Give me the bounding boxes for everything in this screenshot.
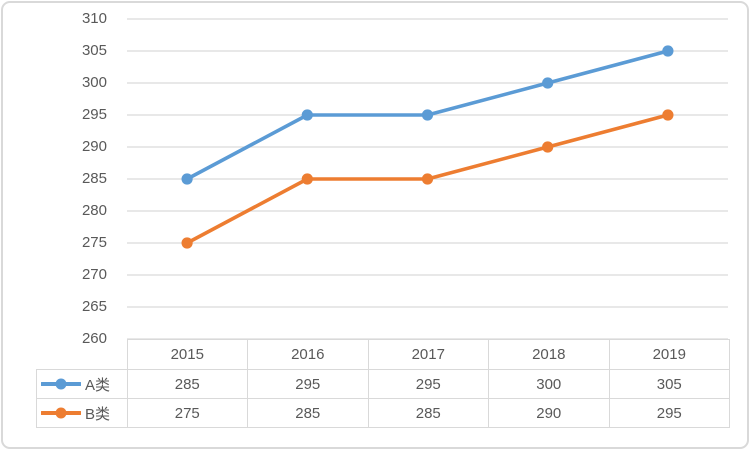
- legend-item-a: A类: [36, 369, 128, 399]
- data-table: 2015 2016 2017 2018 2019 A类 285 295 295 300 305 B类 2…: [36, 339, 730, 428]
- y-axis-tick-label: 275: [81, 234, 107, 251]
- y-axis-tick-label: 310: [81, 10, 107, 27]
- table-value-cell: 275: [126, 398, 248, 428]
- table-value-cell: 305: [608, 369, 730, 399]
- table-header-cell-year: 2017: [367, 339, 489, 370]
- y-axis-tick-label: 260: [81, 330, 107, 347]
- table-header-cell-year: 2019: [608, 339, 730, 370]
- y-axis-tick-label: 280: [81, 202, 107, 219]
- legend-key-a: A类: [37, 374, 127, 395]
- table-row-series-a: A类 285 295 295 300 305: [36, 369, 730, 399]
- y-axis-tick-label: 300: [81, 74, 107, 91]
- series-b-marker: [181, 237, 193, 249]
- table-value-cell: 285: [247, 398, 369, 428]
- table-header-cell-year: 2018: [488, 339, 610, 370]
- table-value-cell: 285: [126, 369, 248, 399]
- table-value-cell: 300: [488, 369, 610, 399]
- series-b-marker: [662, 109, 674, 121]
- y-axis-tick-label: 305: [81, 42, 107, 59]
- series-a-marker: [301, 109, 313, 121]
- legend-key-b: B类: [37, 403, 127, 424]
- series-a-marker: [542, 77, 554, 89]
- table-value-cell: 295: [367, 369, 489, 399]
- table-corner-blank: [37, 340, 128, 370]
- table-header-cell-year: 2015: [126, 339, 248, 370]
- table-value-cell: 295: [247, 369, 369, 399]
- y-axis-tick-label: 290: [81, 138, 107, 155]
- table-header-row: 2015 2016 2017 2018 2019: [37, 339, 730, 370]
- table-value-cell: 285: [367, 398, 489, 428]
- legend-line-marker-icon: [41, 378, 81, 390]
- series-a-marker: [181, 173, 193, 185]
- legend-line-marker-icon: [41, 407, 81, 419]
- legend-label-a: A类: [85, 376, 111, 394]
- series-b-marker: [301, 173, 313, 185]
- table-value-cell: 290: [488, 398, 610, 428]
- series-b-marker: [542, 141, 554, 153]
- y-axis-tick-label: 285: [81, 170, 107, 187]
- legend-item-b: B类: [36, 398, 128, 428]
- y-axis-tick-label: 270: [81, 266, 107, 283]
- series-b-marker: [421, 173, 434, 185]
- table-value-cell: 295: [608, 398, 730, 428]
- y-axis-tick-label: 295: [81, 106, 107, 123]
- series-a-marker: [662, 45, 674, 57]
- table-header-cell-year: 2016: [247, 339, 369, 370]
- y-axis-tick-label: 265: [81, 298, 107, 315]
- legend-label-b: B类: [85, 405, 111, 423]
- table-row-series-b: B类 275 285 285 290 295: [36, 398, 730, 428]
- series-a-marker: [421, 109, 434, 121]
